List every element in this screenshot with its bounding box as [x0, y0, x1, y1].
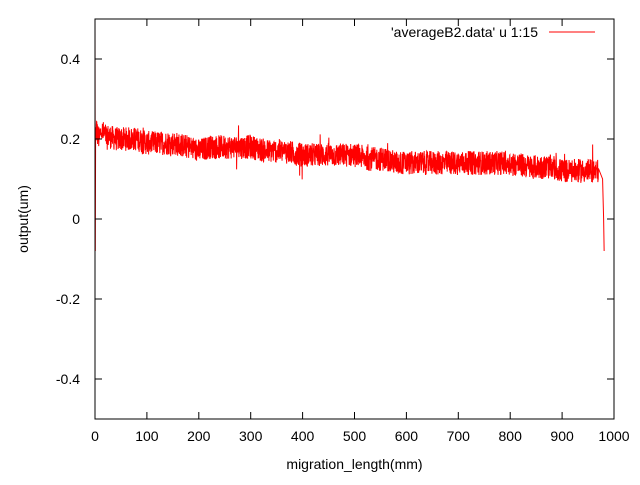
- y-tick-label: 0: [72, 211, 80, 227]
- y-axis-label: output(um): [15, 185, 31, 253]
- x-axis-label: migration_length(mm): [286, 456, 422, 472]
- x-tick-label: 1000: [598, 428, 629, 444]
- x-tick-label: 500: [343, 428, 367, 444]
- x-tick-label: 700: [447, 428, 471, 444]
- y-axis: -0.4 -0.2 0 0.2 0.4: [56, 51, 614, 387]
- x-tick-label: 200: [187, 428, 211, 444]
- x-tick-label: 0: [91, 428, 99, 444]
- y-tick-label: -0.4: [56, 371, 80, 387]
- series-line-0: [94, 18, 605, 252]
- x-axis: 0 100 200 300 400 500 600 700 800 900 1000: [91, 19, 630, 444]
- x-tick-label: 100: [135, 428, 159, 444]
- y-tick-label: -0.2: [56, 291, 80, 307]
- data-layer: [94, 18, 605, 252]
- x-tick-label: 400: [291, 428, 315, 444]
- legend-label: 'averageB2.data' u 1:15: [391, 24, 538, 40]
- y-tick-label: 0.4: [61, 51, 81, 67]
- legend: 'averageB2.data' u 1:15: [391, 24, 595, 40]
- x-tick-label: 800: [499, 428, 523, 444]
- x-tick-label: 300: [239, 428, 263, 444]
- x-tick-label: 900: [550, 428, 574, 444]
- x-tick-label: 600: [395, 428, 419, 444]
- y-tick-label: 0.2: [61, 131, 81, 147]
